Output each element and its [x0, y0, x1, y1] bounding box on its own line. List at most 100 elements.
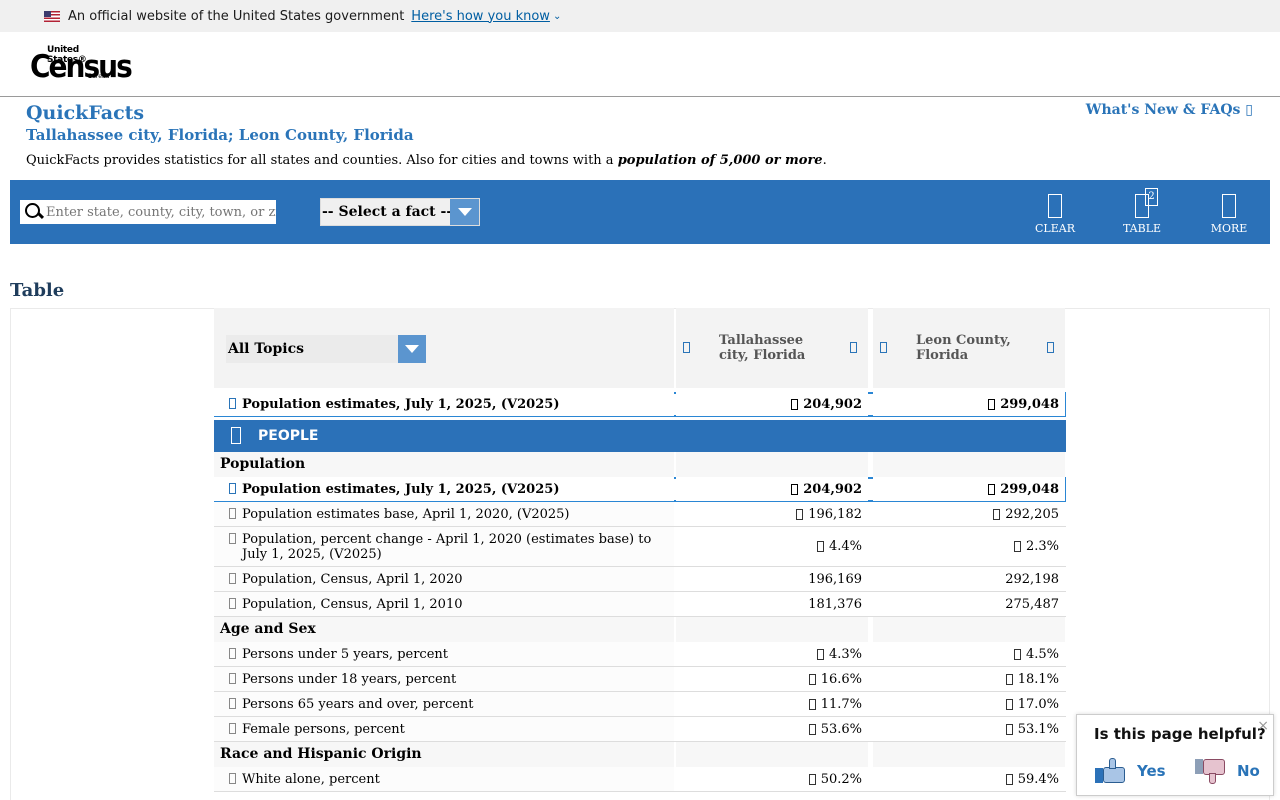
note-icon[interactable]	[1013, 648, 1021, 660]
row-label-text: White alone, percent	[242, 772, 380, 787]
table-row[interactable]: Population, Census, April 1, 2020 196,169…	[214, 567, 1066, 592]
cell-value: 4.3%	[676, 642, 868, 666]
row-label-text: Persons 65 years and over, percent	[242, 697, 474, 712]
info-icon[interactable]	[229, 598, 236, 609]
row-label-text: Population, Census, April 1, 2010	[242, 597, 463, 612]
table-row[interactable]: Persons under 5 years, percent 4.3% 4.5%	[214, 642, 1066, 667]
cell-value: 53.1%	[873, 717, 1065, 741]
logo-line2: Census	[30, 48, 133, 85]
cell-value-text: 4.5%	[1025, 646, 1059, 662]
feedback-question: Is this page helpful?	[1094, 725, 1266, 743]
cell-value: 196,182	[676, 502, 868, 526]
note-icon[interactable]	[816, 648, 824, 660]
note-icon[interactable]	[988, 398, 996, 410]
row-label: Population, Census, April 1, 2010	[214, 592, 674, 616]
table-row[interactable]: Population, percent change - April 1, 20…	[214, 527, 1066, 567]
note-icon[interactable]	[808, 723, 816, 735]
cell-value-text: 292,198	[1005, 571, 1059, 587]
search-input[interactable]	[46, 204, 276, 220]
note-icon[interactable]	[791, 483, 799, 495]
note-icon[interactable]	[1005, 673, 1013, 685]
cell-value-text: 196,169	[808, 571, 862, 587]
topic-select[interactable]: All Topics	[226, 335, 426, 363]
cell-value: 11.7%	[676, 692, 868, 716]
cell-value: 299,048	[873, 477, 1065, 501]
chevron-down-icon[interactable]	[398, 335, 426, 363]
table-row[interactable]: Population estimates, July 1, 2025, (V20…	[214, 477, 1066, 502]
section-header: Race and Hispanic Origin	[214, 742, 1066, 767]
info-icon[interactable]	[229, 698, 236, 709]
note-icon[interactable]	[816, 541, 824, 552]
cell-value-text: 4.3%	[828, 646, 862, 662]
page-title[interactable]: QuickFacts	[26, 102, 145, 124]
note-icon[interactable]	[791, 398, 799, 410]
clear-button[interactable]: CLEAR	[1025, 192, 1085, 236]
info-icon[interactable]	[229, 508, 236, 519]
chevron-down-icon[interactable]: ⌄	[552, 10, 562, 22]
more-icon	[1222, 194, 1236, 218]
feedback-widget: Is this page helpful? × Yes No	[1076, 714, 1274, 796]
info-icon[interactable]	[229, 673, 236, 684]
page-subtitle: Tallahassee city, Florida; Leon County, …	[26, 126, 414, 144]
more-button[interactable]: MORE	[1199, 192, 1259, 236]
close-icon[interactable]: ×	[1257, 718, 1269, 734]
row-label: Population estimates, July 1, 2025, (V20…	[214, 477, 674, 501]
note-icon[interactable]	[1005, 723, 1013, 735]
table-row[interactable]: Population estimates, July 1, 2025, (V20…	[214, 392, 1066, 417]
cell-value: 275,487	[873, 592, 1065, 616]
info-icon[interactable]	[229, 483, 236, 494]
table-row[interactable]: Persons under 18 years, percent 16.6% 18.1…	[214, 667, 1066, 692]
table-icon	[1135, 194, 1149, 218]
cell-value: 2.3%	[873, 527, 1065, 566]
fact-select[interactable]: -- Select a fact --	[320, 198, 480, 226]
table-button[interactable]: 2 TABLE	[1112, 188, 1172, 236]
feedback-no-label: No	[1237, 762, 1260, 780]
note-icon[interactable]	[988, 483, 996, 495]
cell-value-text: 18.1%	[1017, 671, 1059, 687]
whats-new-link[interactable]: What's New & FAQs ▯	[1085, 102, 1253, 118]
search-box[interactable]	[20, 200, 276, 224]
info-icon[interactable]	[683, 342, 690, 353]
note-icon[interactable]	[808, 673, 816, 685]
cell-value: 50.2%	[676, 767, 868, 791]
census-logo[interactable]: United States® Census Bureau	[30, 45, 133, 85]
table-row[interactable]: White alone, percent 50.2% 59.4%	[214, 767, 1066, 792]
note-icon[interactable]	[993, 508, 1001, 520]
table-row[interactable]: Female persons, percent 53.6% 53.1%	[214, 717, 1066, 742]
info-icon[interactable]	[229, 573, 236, 584]
section-title: Population	[214, 452, 674, 477]
note-icon[interactable]	[1013, 541, 1021, 552]
section-header: Population	[214, 452, 1066, 477]
note-icon[interactable]	[808, 698, 816, 710]
info-icon[interactable]	[880, 342, 887, 353]
column-header-tallahassee: Tallahassee city, Florida	[676, 308, 868, 388]
chevron-down-icon[interactable]	[450, 199, 479, 225]
table-row[interactable]: Persons 65 years and over, percent 11.7% 1…	[214, 692, 1066, 717]
note-icon[interactable]	[1005, 773, 1013, 785]
info-icon[interactable]	[229, 773, 236, 784]
remove-column-icon[interactable]	[850, 342, 857, 353]
info-icon[interactable]	[229, 723, 236, 734]
gov-banner-text: An official website of the United States…	[68, 8, 405, 24]
note-icon[interactable]	[808, 773, 816, 785]
table-row[interactable]: Population estimates base, April 1, 2020…	[214, 502, 1066, 527]
info-icon[interactable]	[229, 648, 236, 659]
heres-how-you-know-link[interactable]: Here's how you know	[411, 8, 550, 24]
cell-value: 181,376	[676, 592, 868, 616]
table-row[interactable]: Population, Census, April 1, 2010 181,376…	[214, 592, 1066, 617]
table-body: Population Population estimates, July 1, …	[214, 452, 1066, 792]
people-icon	[231, 427, 241, 444]
cell-value-text: 292,205	[1005, 506, 1059, 522]
note-icon[interactable]	[1005, 698, 1013, 710]
cell-value-text: 16.6%	[820, 671, 862, 687]
people-section-header[interactable]: PEOPLE	[214, 420, 1066, 452]
info-icon[interactable]	[229, 398, 236, 409]
cell-value-text: 4.4%	[828, 539, 862, 554]
column-name: Tallahassee city, Florida	[719, 333, 806, 363]
feedback-yes-button[interactable]: Yes	[1095, 757, 1166, 785]
info-icon[interactable]	[229, 533, 236, 544]
column-name: Leon County, Florida	[916, 333, 1011, 363]
feedback-no-button[interactable]: No	[1195, 757, 1260, 785]
note-icon[interactable]	[796, 508, 804, 520]
remove-column-icon[interactable]	[1047, 342, 1054, 353]
